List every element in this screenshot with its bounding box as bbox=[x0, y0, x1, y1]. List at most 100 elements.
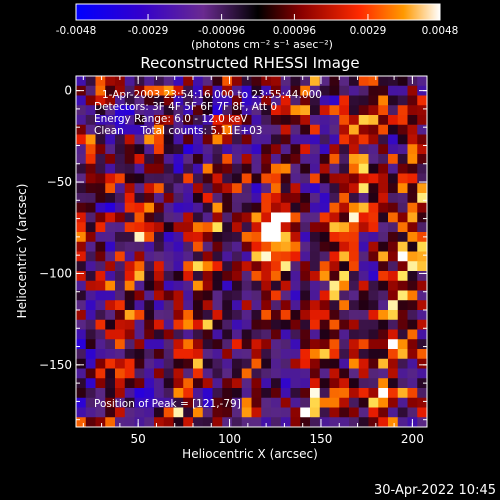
heatmap-pixel bbox=[280, 202, 291, 213]
heatmap-pixel bbox=[241, 144, 252, 155]
heatmap-pixel bbox=[144, 290, 155, 301]
heatmap-pixel bbox=[280, 407, 291, 418]
heatmap-pixel bbox=[358, 202, 369, 213]
heatmap-pixel bbox=[232, 154, 243, 165]
heatmap-pixel bbox=[300, 300, 311, 311]
heatmap-pixel bbox=[368, 76, 379, 87]
heatmap-pixel bbox=[339, 280, 350, 291]
heatmap-pixel bbox=[397, 407, 408, 418]
heatmap-pixel bbox=[173, 183, 184, 194]
heatmap-pixel bbox=[134, 290, 145, 301]
heatmap-pixel bbox=[319, 202, 330, 213]
heatmap-pixel bbox=[144, 251, 155, 262]
heatmap-pixel bbox=[378, 124, 389, 135]
heatmap-pixel bbox=[202, 115, 213, 126]
heatmap-pixel bbox=[232, 95, 243, 106]
heatmap-pixel bbox=[329, 115, 340, 126]
heatmap-pixel bbox=[397, 115, 408, 126]
heatmap-pixel bbox=[261, 193, 272, 204]
heatmap-pixel bbox=[222, 124, 233, 135]
heatmap-pixel bbox=[368, 222, 379, 233]
heatmap-pixel bbox=[349, 280, 360, 291]
heatmap-pixel bbox=[349, 358, 360, 369]
heatmap-pixel bbox=[124, 388, 135, 399]
heatmap-pixel bbox=[163, 85, 174, 96]
heatmap-pixel bbox=[183, 202, 194, 213]
heatmap-pixel bbox=[319, 339, 330, 350]
heatmap-pixel bbox=[95, 144, 106, 155]
heatmap-pixel bbox=[76, 173, 87, 184]
heatmap-pixel bbox=[124, 358, 135, 369]
heatmap-pixel bbox=[339, 319, 350, 330]
heatmap-pixel bbox=[251, 124, 262, 135]
heatmap-pixel bbox=[329, 76, 340, 87]
heatmap-pixel bbox=[134, 358, 145, 369]
heatmap-pixel bbox=[183, 319, 194, 330]
heatmap-pixel bbox=[300, 388, 311, 399]
heatmap-pixel bbox=[76, 329, 87, 340]
heatmap-pixel bbox=[222, 183, 233, 194]
heatmap-pixel bbox=[85, 115, 96, 126]
heatmap-pixel bbox=[105, 144, 116, 155]
heatmap-pixel bbox=[271, 339, 282, 350]
heatmap-pixel bbox=[251, 134, 262, 145]
heatmap-pixel bbox=[193, 251, 204, 262]
heatmap-pixel bbox=[163, 261, 174, 272]
heatmap-pixel bbox=[193, 329, 204, 340]
heatmap-pixel bbox=[378, 144, 389, 155]
colorbar-tick-label: -0.0048 bbox=[56, 25, 97, 37]
heatmap-pixel bbox=[85, 241, 96, 252]
heatmap-pixel bbox=[212, 300, 223, 311]
heatmap-pixel bbox=[300, 202, 311, 213]
heatmap-pixel bbox=[115, 368, 126, 379]
heatmap-pixel bbox=[222, 329, 233, 340]
heatmap-pixel bbox=[339, 124, 350, 135]
heatmap-pixel bbox=[222, 261, 233, 272]
heatmap-pixel bbox=[368, 183, 379, 194]
heatmap-pixel bbox=[417, 95, 428, 106]
heatmap-pixel bbox=[193, 417, 204, 428]
heatmap-pixel bbox=[124, 163, 135, 174]
heatmap-pixel bbox=[154, 388, 165, 399]
heatmap-pixel bbox=[310, 388, 321, 399]
heatmap-pixel bbox=[397, 290, 408, 301]
heatmap-pixel bbox=[241, 241, 252, 252]
colorbar-tick-label: 0.0048 bbox=[422, 25, 459, 37]
heatmap-pixel bbox=[241, 222, 252, 233]
heatmap-pixel bbox=[319, 173, 330, 184]
heatmap-pixel bbox=[154, 358, 165, 369]
heatmap-pixel bbox=[115, 280, 126, 291]
heatmap-pixel bbox=[358, 85, 369, 96]
heatmap-pixel bbox=[193, 193, 204, 204]
heatmap-pixel bbox=[241, 290, 252, 301]
heatmap-pixel bbox=[95, 397, 106, 408]
heatmap-pixel bbox=[339, 134, 350, 145]
heatmap-pixel bbox=[280, 144, 291, 155]
heatmap-pixel bbox=[134, 154, 145, 165]
heatmap-pixel bbox=[202, 300, 213, 311]
heatmap-pixel bbox=[105, 212, 116, 223]
heatmap-pixel bbox=[232, 144, 243, 155]
heatmap-pixel bbox=[144, 319, 155, 330]
heatmap-pixel bbox=[202, 85, 213, 96]
heatmap-pixel bbox=[183, 329, 194, 340]
heatmap-pixel bbox=[310, 232, 321, 243]
heatmap-pixel bbox=[154, 271, 165, 282]
heatmap-pixel bbox=[85, 329, 96, 340]
heatmap-pixel bbox=[407, 319, 418, 330]
heatmap-pixel bbox=[349, 154, 360, 165]
heatmap-pixel bbox=[85, 368, 96, 379]
colorbar bbox=[75, 3, 441, 21]
heatmap-pixel bbox=[193, 105, 204, 116]
heatmap-pixel bbox=[212, 193, 223, 204]
heatmap-pixel bbox=[280, 329, 291, 340]
heatmap-pixel bbox=[329, 310, 340, 321]
colorbar-units: (photons cm⁻² s⁻¹ asec⁻²) bbox=[191, 38, 333, 51]
heatmap-pixel bbox=[349, 183, 360, 194]
heatmap-pixel bbox=[388, 163, 399, 174]
heatmap-pixel bbox=[163, 417, 174, 428]
heatmap-pixel bbox=[407, 222, 418, 233]
heatmap-pixel bbox=[134, 339, 145, 350]
heatmap-pixel bbox=[134, 115, 145, 126]
heatmap-pixel bbox=[261, 251, 272, 262]
